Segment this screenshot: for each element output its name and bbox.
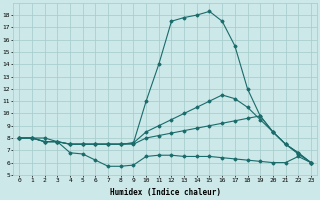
X-axis label: Humidex (Indice chaleur): Humidex (Indice chaleur) (110, 188, 220, 197)
